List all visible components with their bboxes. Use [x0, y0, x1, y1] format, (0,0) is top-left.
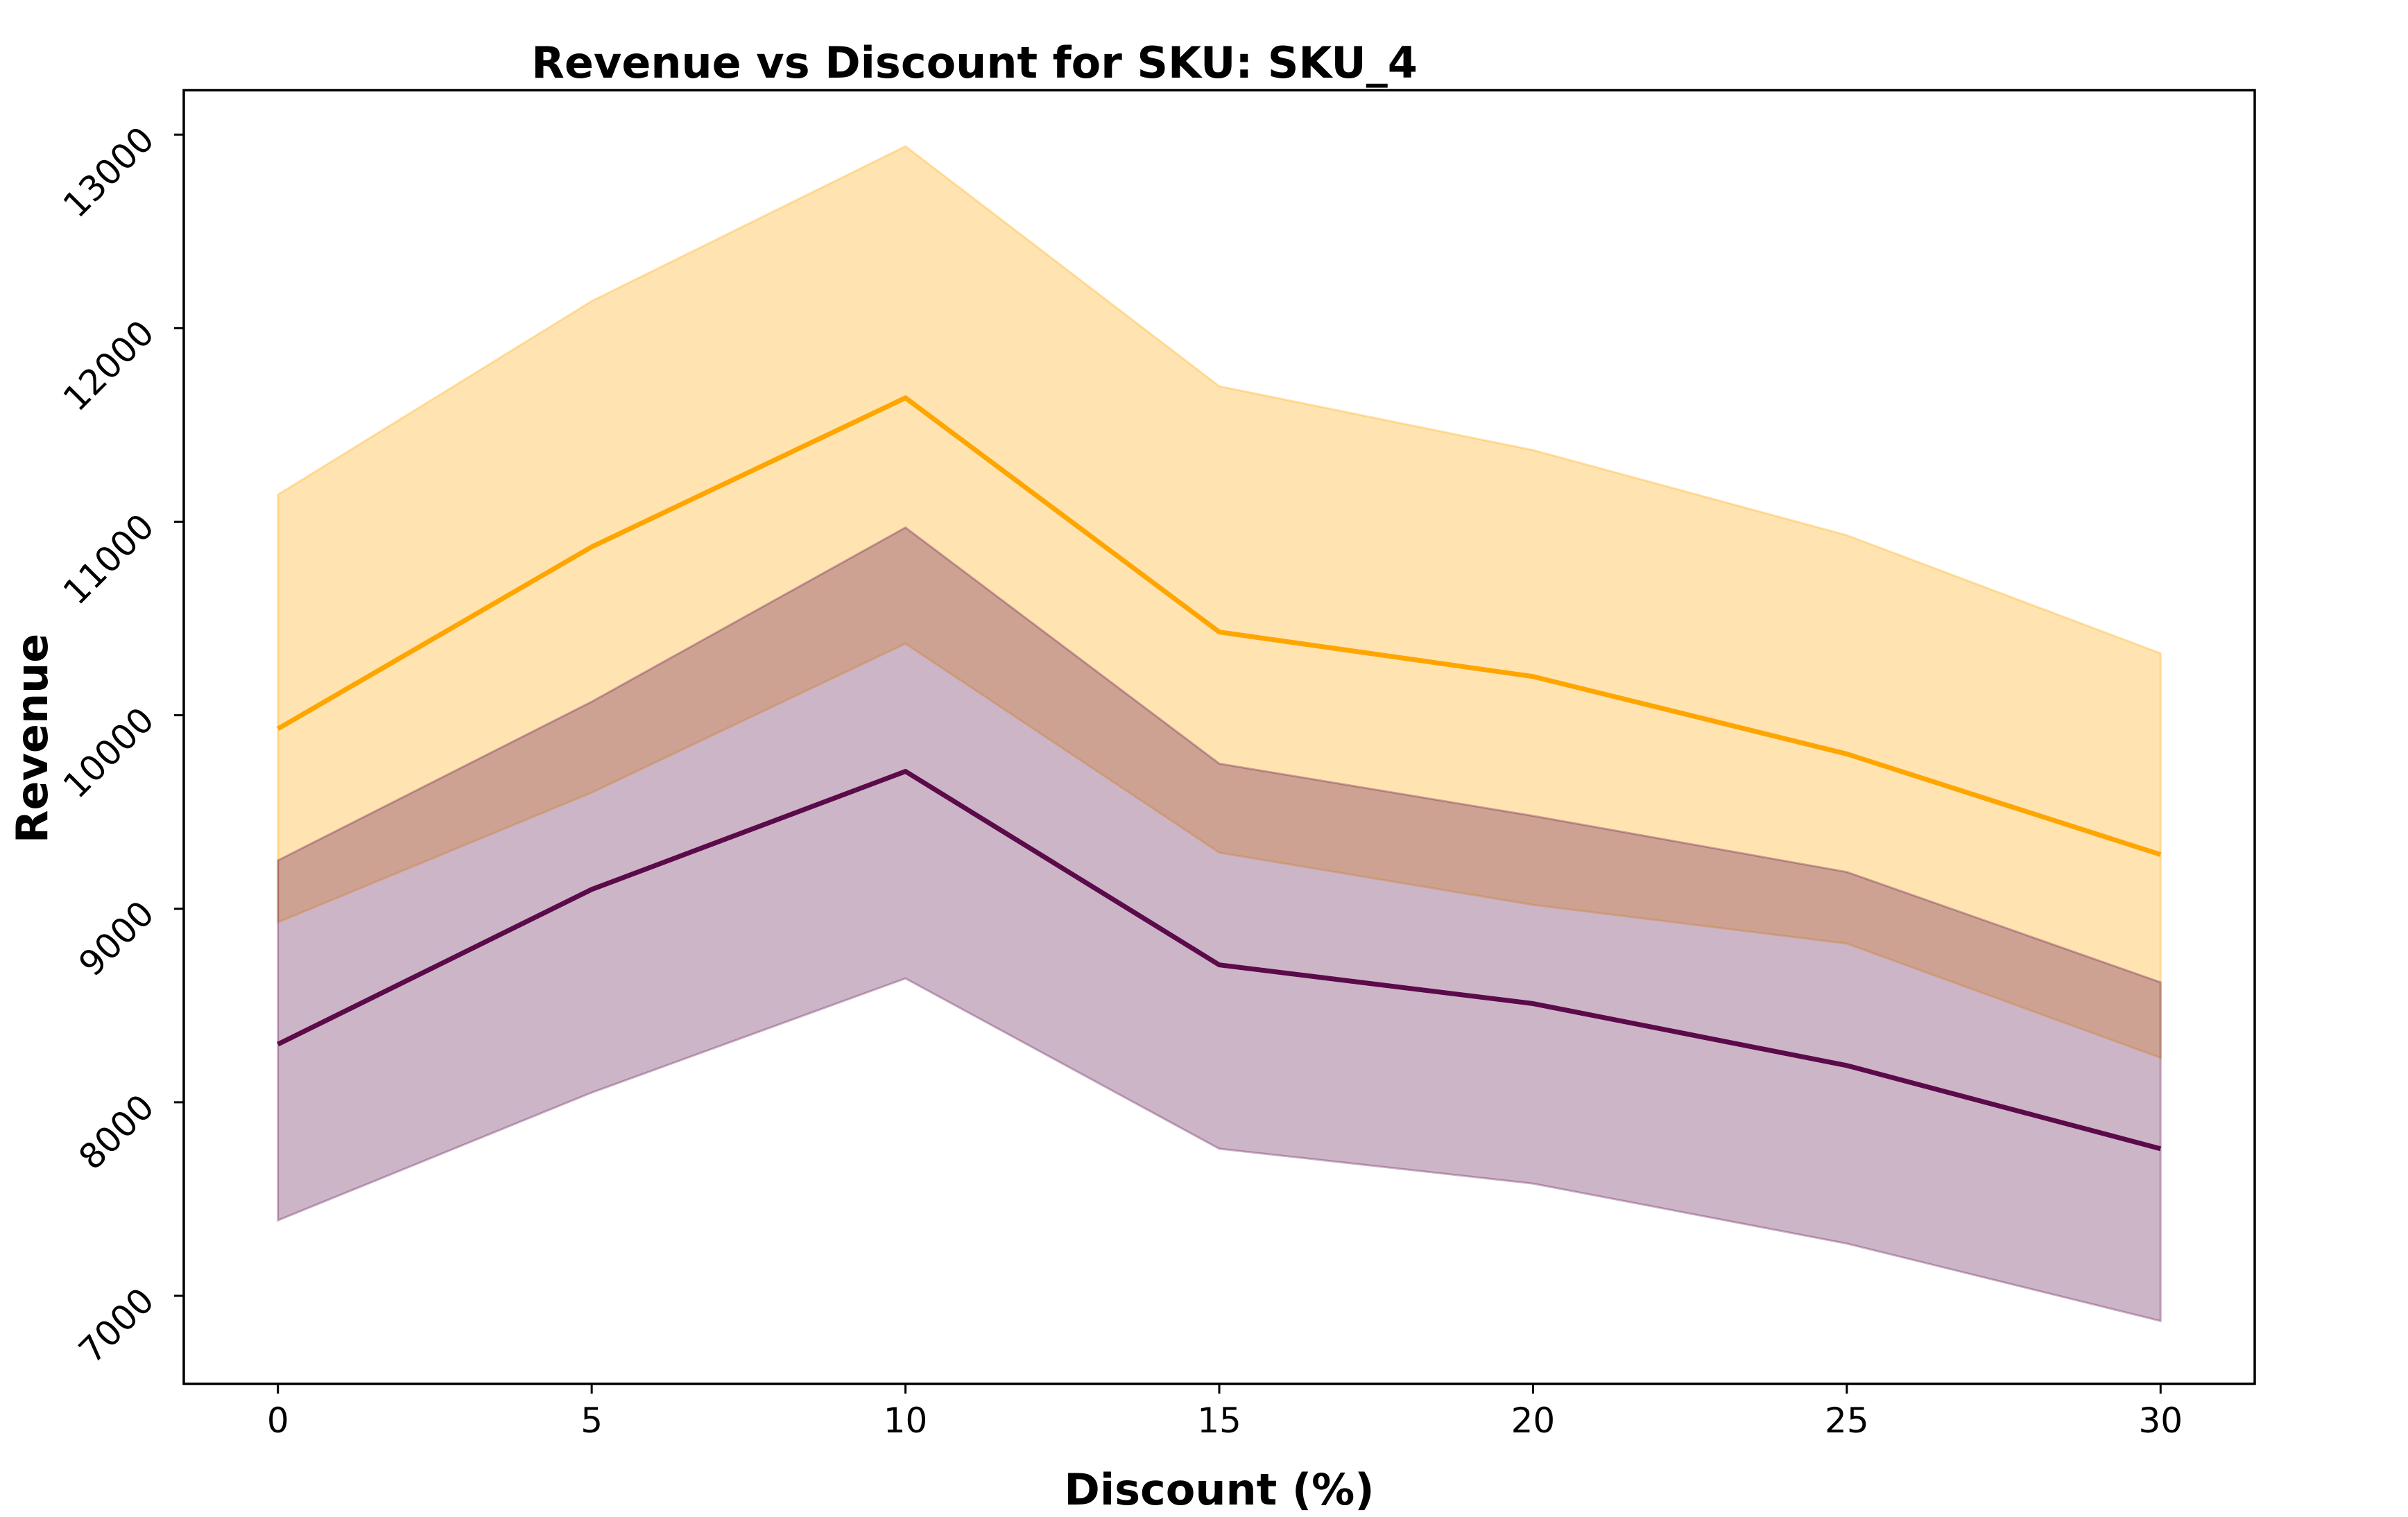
y-tick-label: 10000 — [55, 700, 162, 806]
x-tick-label: 30 — [2138, 1401, 2183, 1441]
y-axis-label: Revenue — [7, 634, 58, 844]
x-axis-label: Discount (%) — [1064, 1464, 1374, 1515]
y-tick-label: 11000 — [55, 506, 162, 612]
series-2-band — [277, 526, 2162, 1323]
series-2-line — [277, 769, 2162, 1152]
x-tick-label: 0 — [267, 1401, 289, 1441]
y-tick-label: 13000 — [55, 119, 162, 225]
chart-title: Revenue vs Discount for SKU: SKU_4 — [531, 37, 1418, 88]
y-tick-label: 9000 — [71, 893, 162, 984]
x-tick-label: 20 — [1511, 1401, 1556, 1441]
y-tick-label: 8000 — [71, 1086, 162, 1177]
series-1-band — [277, 145, 2162, 1059]
y-tick-label: 7000 — [71, 1280, 162, 1371]
x-tick-label: 10 — [884, 1401, 928, 1441]
series-1-line — [276, 395, 2162, 857]
x-tick-label: 25 — [1825, 1401, 1869, 1441]
y-tick-label: 12000 — [55, 313, 162, 419]
x-tick-label: 15 — [1197, 1401, 1241, 1441]
x-tick-label: 5 — [580, 1401, 603, 1441]
